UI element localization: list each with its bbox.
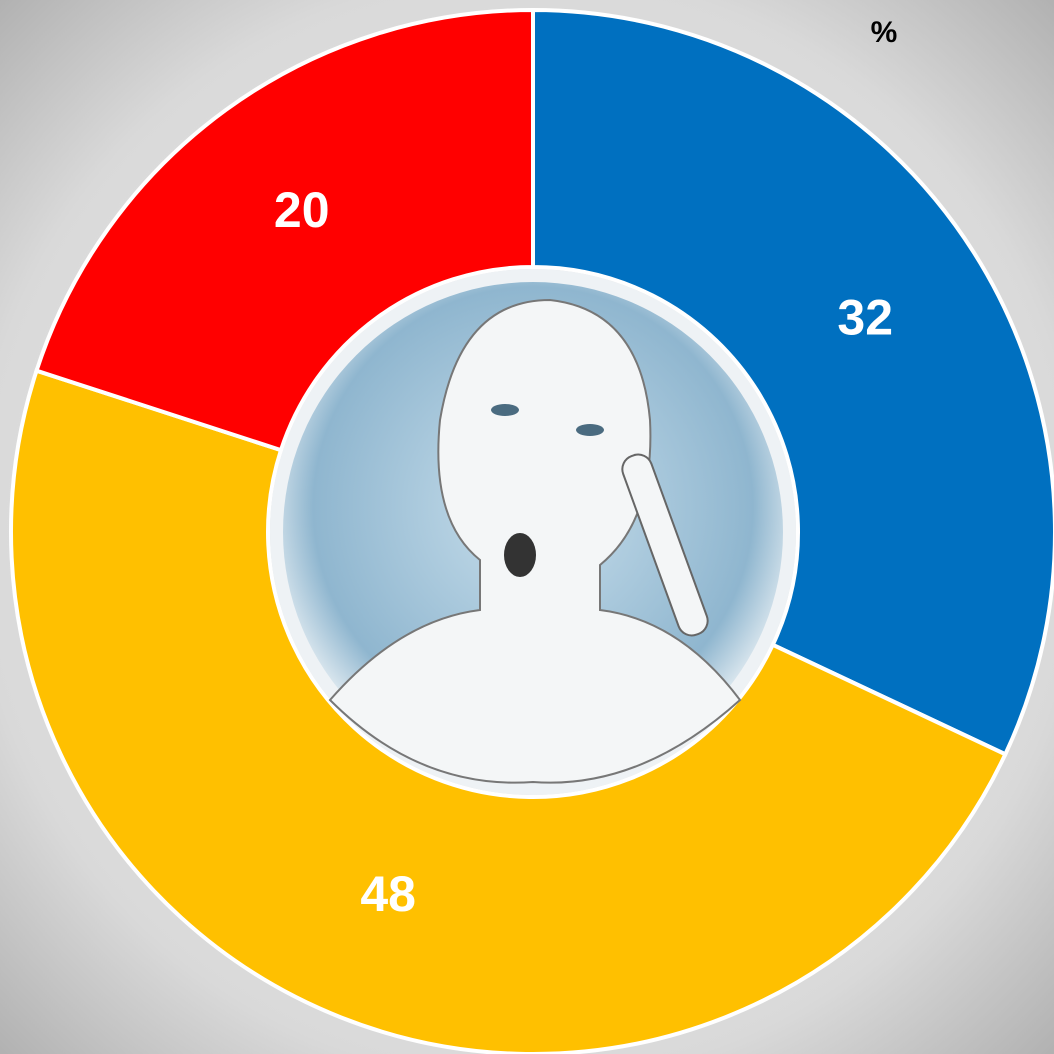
robot-chin — [504, 533, 536, 577]
chart-title: % — [871, 16, 898, 49]
center-image — [270, 269, 796, 795]
data-label: 20 — [274, 182, 330, 238]
chart: % 32 48 20 — [0, 0, 1054, 1054]
data-label: 48 — [360, 866, 416, 922]
data-label: 32 — [837, 289, 893, 345]
page: {"chart_data": {"type": "pie", "title": … — [0, 0, 1054, 1054]
robot-eye — [491, 404, 519, 416]
robot-eye — [576, 424, 604, 436]
